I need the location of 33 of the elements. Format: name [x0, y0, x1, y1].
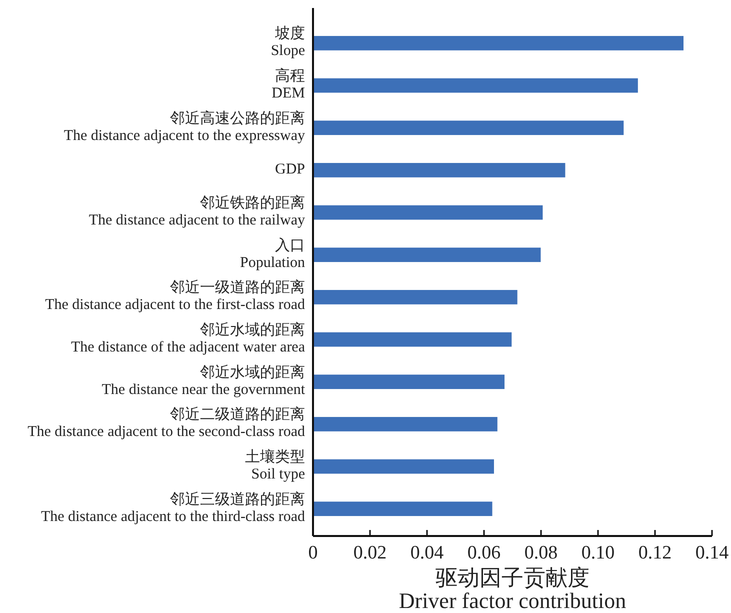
y-tick-label: 邻近一级道路的距离 The distance adjacent to the first-class road: [45, 279, 306, 314]
bar: [313, 205, 543, 220]
bar: [313, 332, 512, 347]
y-tick-label: 邻近水域的距离 The distance of the adjacent water area: [70, 321, 306, 356]
y-tick-label: 邻近高速公路的距离 The distance adjacent to the expressway: [64, 110, 306, 144]
bar: [313, 36, 684, 50]
x-tick-label: 0.08: [524, 542, 558, 564]
bar: [313, 416, 498, 432]
y-tick-label: 邻近二级道路的距离 The distance adjacent to the second-class road: [28, 406, 306, 440]
y-tick-label: 邻近铁路的距离 The distance adjacent to the railway: [88, 194, 306, 228]
bar: [313, 78, 638, 93]
y-tick-label: 土壤类型 Soil type: [245, 448, 306, 482]
x-tick-label: 0: [308, 542, 318, 564]
y-tick-label: 邻近水域的距离 The distance near the government: [102, 364, 306, 398]
x-tick-label: 0.02: [353, 542, 387, 564]
y-tick-label: GDP: [274, 162, 305, 178]
y-tick-label: 邻近三级道路的距离 The distance adjacent to the third-class road: [40, 490, 306, 525]
bar: [313, 120, 624, 136]
bar: [313, 162, 566, 178]
bar: [313, 374, 505, 390]
x-tick-label: 0.12: [638, 542, 672, 564]
y-tick-label: 高程 DEM: [272, 67, 305, 102]
y-tick-label: 坡度 Slope: [270, 25, 306, 60]
y-tick-label: 入口 Population: [240, 236, 306, 271]
x-tick-label: 0.04: [410, 542, 444, 564]
bar: [313, 248, 541, 262]
x-axis-title: 驱动因子贡献度 Driver factor contribution: [398, 565, 626, 613]
bar: [313, 459, 494, 474]
bar: [313, 290, 518, 304]
bar: [313, 502, 492, 516]
x-tick-label: 0.14: [695, 542, 730, 564]
x-tick-label: 0.06: [467, 542, 501, 564]
x-tick-label: 0.10: [581, 542, 615, 564]
